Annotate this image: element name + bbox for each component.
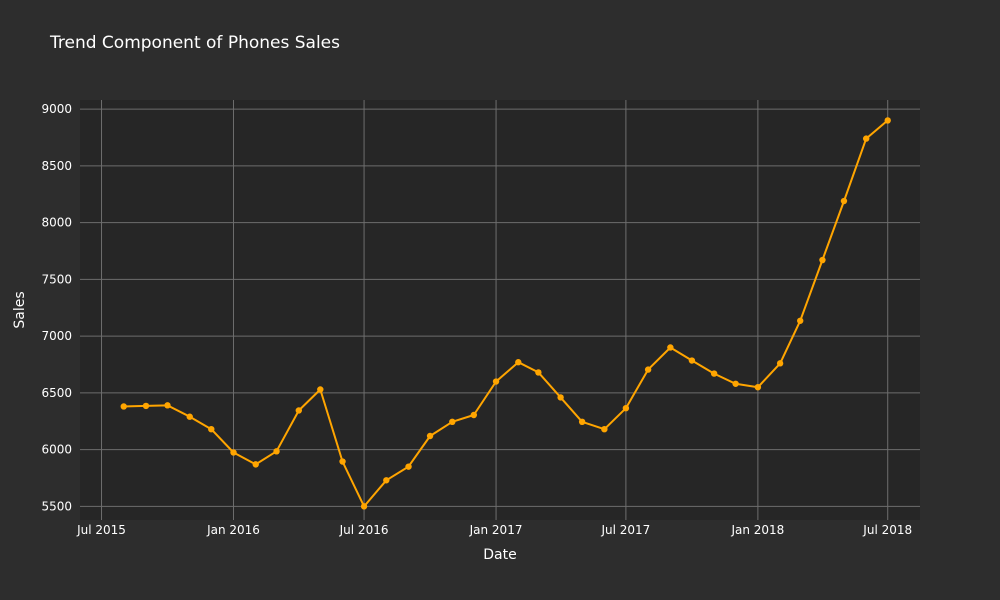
data-point xyxy=(142,402,150,410)
data-point xyxy=(230,449,237,456)
data-point xyxy=(578,418,586,426)
y-tick-label: 6500 xyxy=(41,386,72,400)
x-tick-label: Jan 2016 xyxy=(206,523,260,537)
data-point xyxy=(754,383,762,391)
data-point xyxy=(797,317,804,324)
series-layer xyxy=(120,117,891,510)
data-point xyxy=(295,407,302,414)
data-point xyxy=(515,359,522,366)
x-tick-label: Jan 2017 xyxy=(469,523,523,537)
data-point xyxy=(732,380,739,387)
data-point xyxy=(252,461,259,468)
plot-area xyxy=(80,100,920,520)
data-point xyxy=(470,411,478,419)
data-point xyxy=(776,360,784,367)
y-tick-label: 7500 xyxy=(41,272,72,286)
chart-title: Trend Component of Phones Sales xyxy=(50,33,340,53)
grid-layer xyxy=(80,100,920,520)
data-point xyxy=(186,413,193,420)
data-point xyxy=(383,477,390,484)
x-tick-label: Jul 2016 xyxy=(339,523,389,537)
x-tick-label: Jul 2017 xyxy=(600,523,650,537)
data-point xyxy=(273,448,280,455)
data-point xyxy=(622,404,630,412)
data-point xyxy=(601,425,608,433)
data-point xyxy=(710,370,718,377)
data-point xyxy=(819,256,826,264)
data-point xyxy=(840,197,848,205)
data-point xyxy=(317,386,324,393)
data-point xyxy=(557,394,564,401)
tick-label-layer: Jul 2015 Jan 2016 Jul 2016 Jan 2017 Jul 2017… xyxy=(41,102,912,537)
data-point xyxy=(449,418,456,426)
y-tick-label: 8500 xyxy=(41,159,72,173)
data-point xyxy=(667,344,674,351)
data-point xyxy=(535,369,542,376)
data-point xyxy=(492,378,500,385)
data-point xyxy=(405,463,412,470)
x-tick-label: Jan 2018 xyxy=(730,523,784,537)
series-line xyxy=(123,119,889,508)
x-tick-label: Jul 2015 xyxy=(76,523,126,537)
data-point xyxy=(862,135,870,142)
data-point xyxy=(688,357,696,364)
data-point xyxy=(884,117,891,124)
data-point xyxy=(644,366,652,373)
y-tick-label: 7000 xyxy=(41,329,72,343)
y-axis-title: Sales xyxy=(12,291,28,328)
data-point xyxy=(426,432,434,440)
x-axis-title: Date xyxy=(483,547,516,563)
y-tick-label: 8000 xyxy=(41,216,72,230)
y-tick-label: 5500 xyxy=(41,499,72,513)
data-point xyxy=(339,458,346,465)
data-point xyxy=(360,503,368,510)
x-tick-label: Jul 2018 xyxy=(862,523,912,537)
data-point xyxy=(120,403,127,410)
data-point xyxy=(208,425,215,433)
y-tick-label: 6000 xyxy=(41,443,72,457)
data-point xyxy=(164,402,171,409)
y-tick-label: 9000 xyxy=(41,102,72,116)
